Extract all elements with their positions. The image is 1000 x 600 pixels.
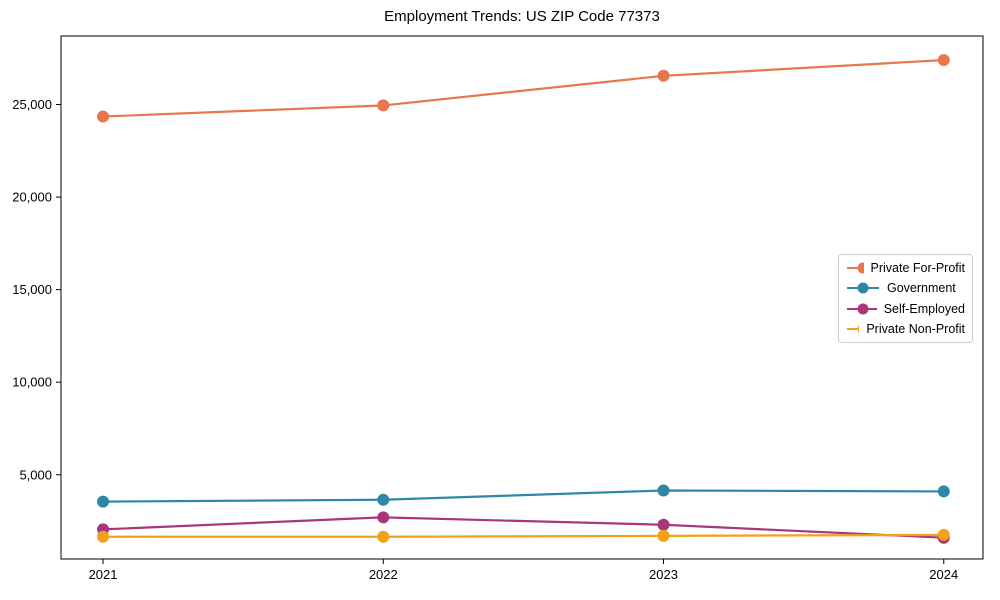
y-tick-label: 25,000 xyxy=(12,97,52,112)
y-tick-label: 20,000 xyxy=(12,190,52,205)
data-point-government-2023 xyxy=(657,484,670,497)
legend-item-private-for-profit: Private For-Profit xyxy=(846,261,965,275)
x-tick-label: 2023 xyxy=(649,567,678,582)
legend-swatch-private-for-profit xyxy=(847,262,864,274)
legend-label: Private For-Profit xyxy=(870,261,965,276)
legend-label: Self-Employed xyxy=(883,301,965,316)
legend-marker-icon xyxy=(857,262,864,274)
data-point-government-2022 xyxy=(377,493,390,506)
legend-swatch-self-employed xyxy=(847,303,877,315)
x-tick-label: 2022 xyxy=(369,567,398,582)
legend-swatch-private-non-profit xyxy=(847,324,860,333)
series-line-private-for-profit xyxy=(102,58,944,118)
legend-item-self-employed: Self-Employed xyxy=(846,302,965,316)
legend-label: Government xyxy=(887,281,956,296)
legend-marker-icon xyxy=(857,324,860,333)
data-point-private-non-profit-2022 xyxy=(377,530,390,543)
x-tick-label: 2021 xyxy=(89,567,118,582)
y-tick-label: 15,000 xyxy=(12,282,52,297)
legend-marker-icon xyxy=(857,282,869,294)
legend: Private For-Profit Government Self-Employe… xyxy=(838,254,973,343)
legend-item-private-non-profit: Private Non-Profit xyxy=(846,322,965,336)
series-line-self-employed xyxy=(102,516,944,539)
data-point-self-employed-2022 xyxy=(377,511,390,524)
y-tick-label: 10,000 xyxy=(12,375,52,390)
x-tick-label: 2024 xyxy=(929,567,958,582)
legend-marker-icon xyxy=(857,303,869,315)
legend-item-government: Government xyxy=(846,281,965,295)
chart-title: Employment Trends: US ZIP Code 77373 xyxy=(384,8,660,25)
series-line-government xyxy=(103,489,944,503)
data-point-self-employed-2023 xyxy=(657,518,670,531)
legend-swatch-government xyxy=(847,282,879,294)
axes-box xyxy=(60,35,984,560)
data-point-private-non-profit-2021 xyxy=(97,530,110,543)
series-line-private-non-profit xyxy=(103,533,944,538)
data-point-private-for-profit-2021 xyxy=(97,110,110,123)
y-tick-label: 5,000 xyxy=(19,467,52,482)
data-point-government-2024 xyxy=(937,485,950,498)
legend-label: Private Non-Profit xyxy=(866,321,965,336)
data-point-private-non-profit-2024 xyxy=(937,528,950,541)
data-point-private-for-profit-2023 xyxy=(657,69,670,82)
data-point-private-non-profit-2023 xyxy=(657,529,670,542)
data-point-government-2021 xyxy=(97,495,110,508)
data-point-private-for-profit-2024 xyxy=(937,54,950,67)
data-point-private-for-profit-2022 xyxy=(377,99,390,112)
